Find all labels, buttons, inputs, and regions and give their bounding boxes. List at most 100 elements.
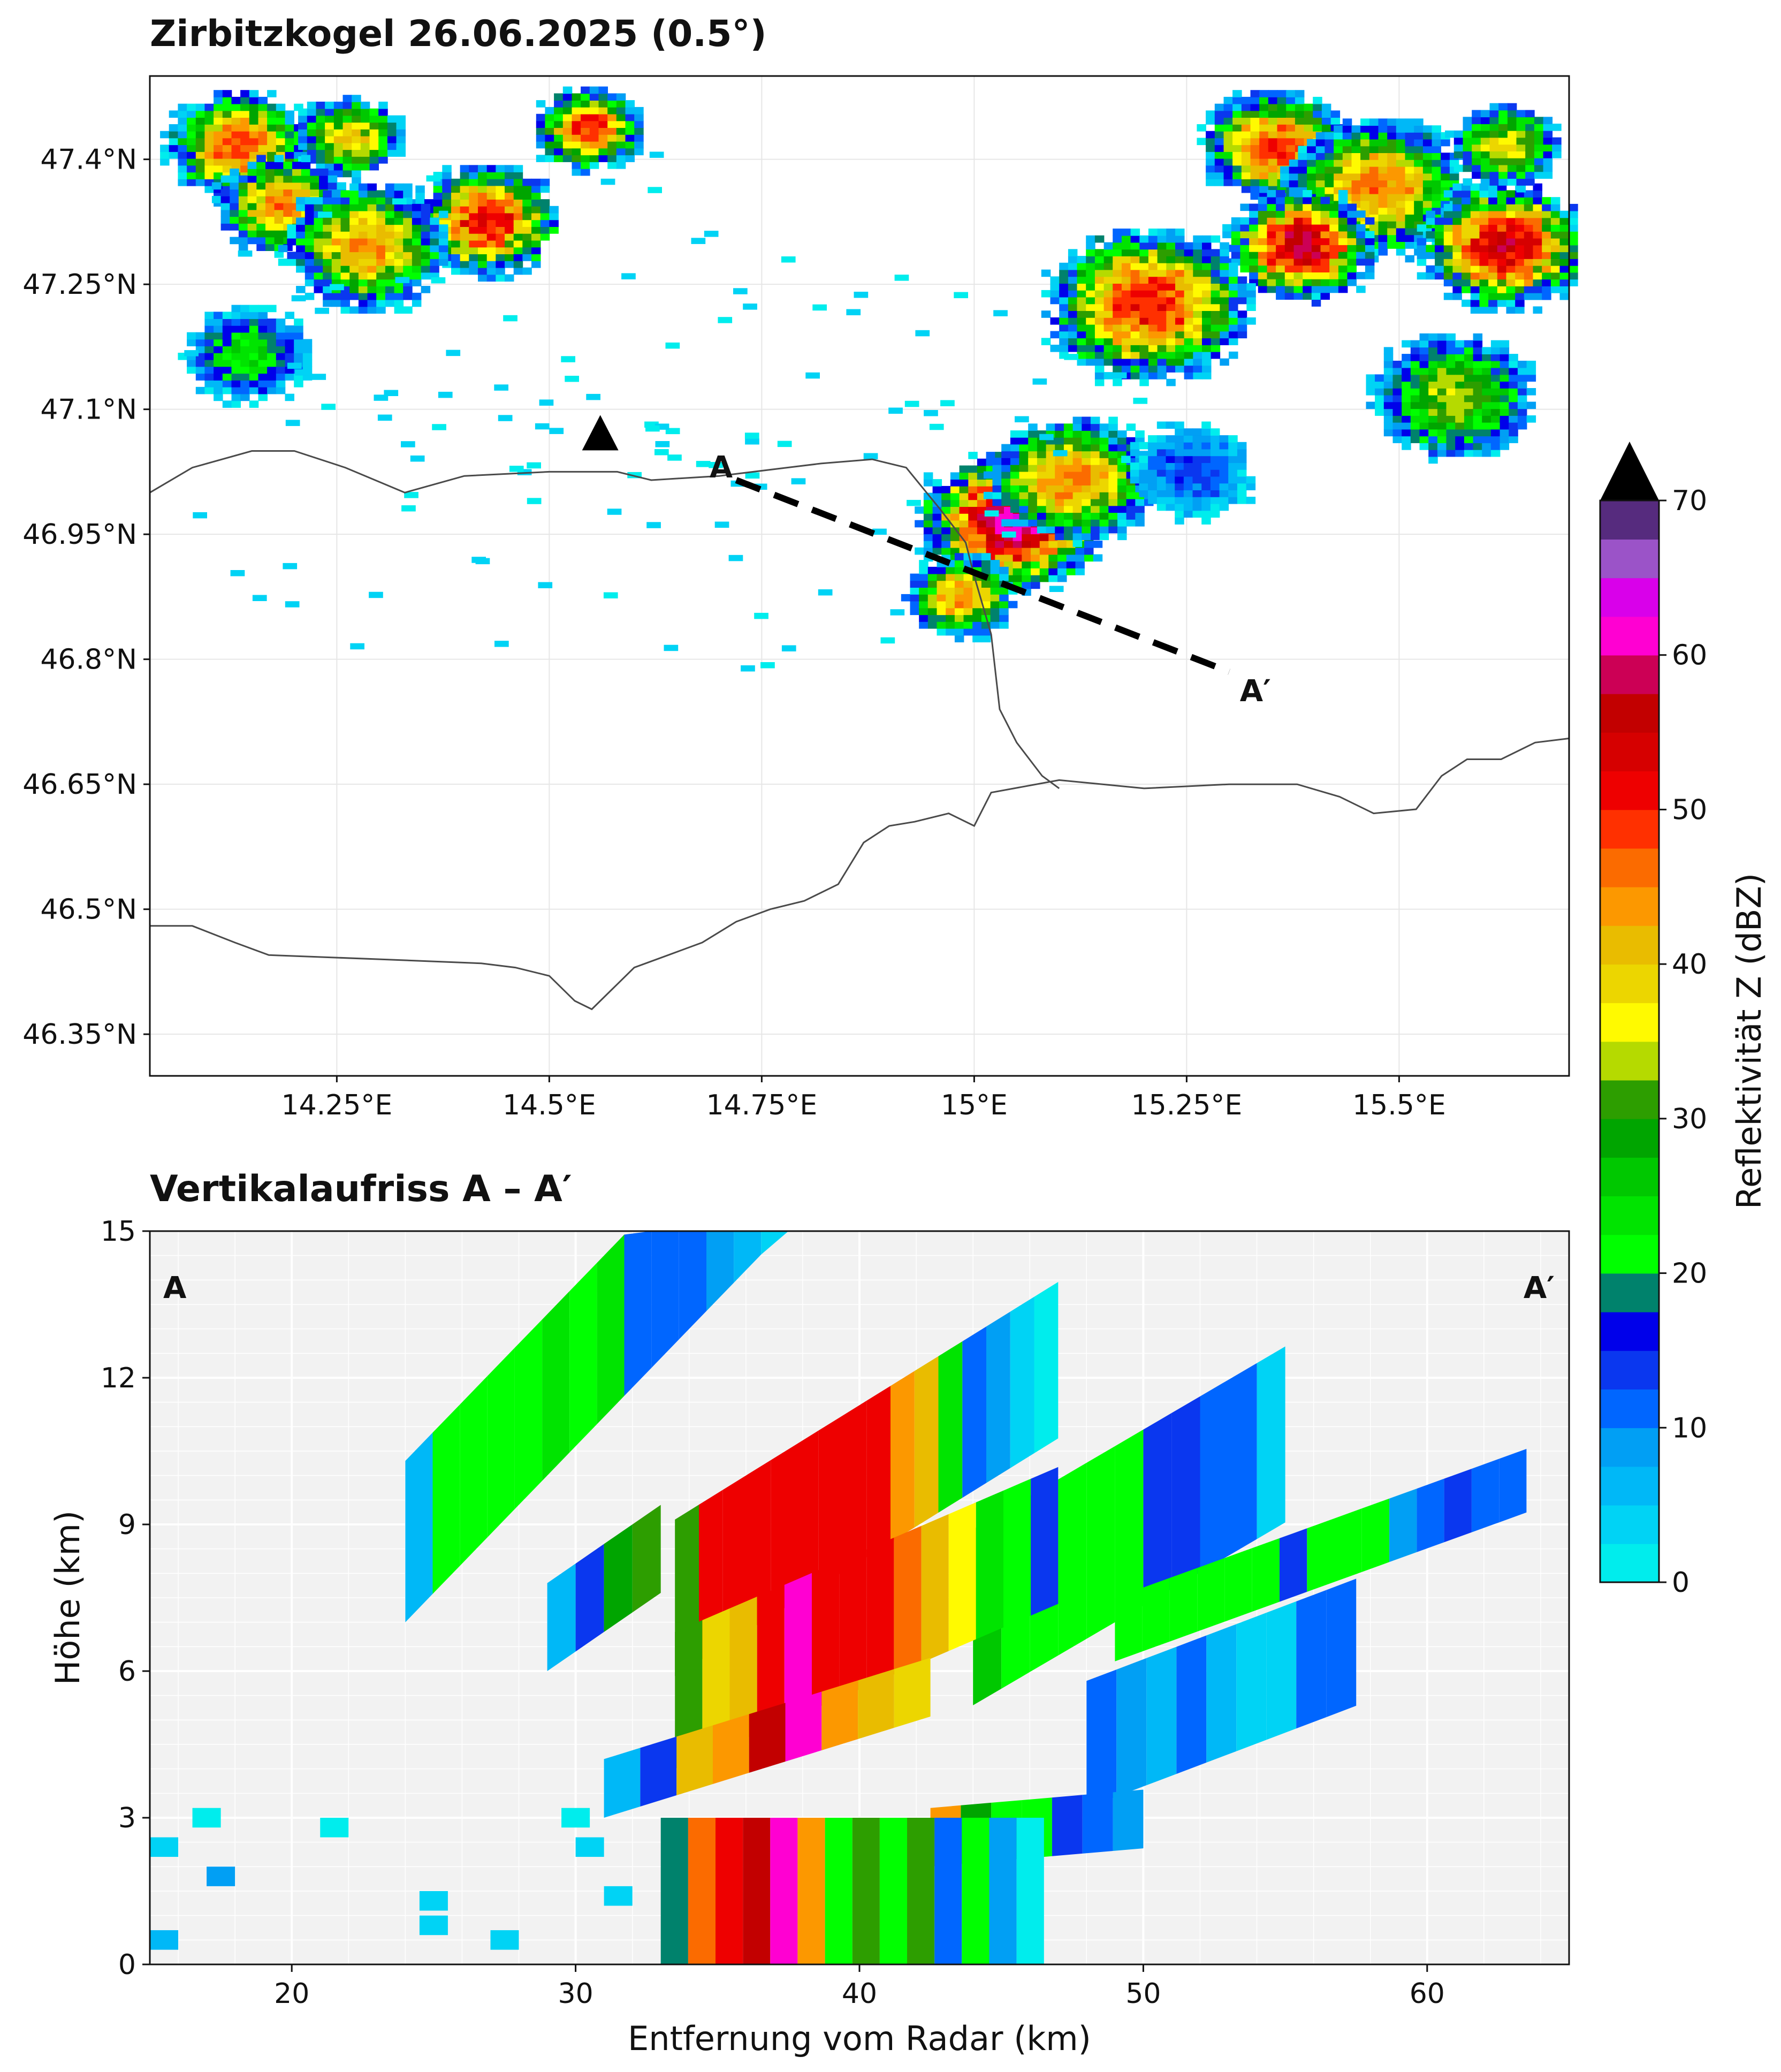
map-pixel	[314, 259, 323, 266]
map-pixel	[1241, 179, 1251, 186]
map-pixel	[1082, 416, 1091, 424]
map-pixel	[1542, 217, 1551, 225]
map-pixel	[1258, 251, 1268, 259]
map-pixel	[1402, 401, 1411, 409]
map-pixel	[1304, 131, 1313, 139]
map-pixel	[265, 168, 275, 176]
map-pixel	[316, 115, 325, 123]
section-cell	[1307, 1518, 1335, 1592]
section-cell	[405, 1432, 433, 1622]
map-pixel	[540, 185, 550, 193]
map-pixel	[1338, 245, 1348, 252]
map-pixel	[1237, 276, 1247, 284]
section-cell	[785, 1691, 822, 1762]
map-pixel	[1446, 374, 1456, 382]
map-pixel	[1202, 262, 1212, 270]
map-pixel	[323, 197, 332, 204]
section-cell	[962, 1326, 986, 1498]
map-pixel	[1183, 503, 1193, 511]
map-pixel	[430, 238, 439, 246]
map-pixel	[331, 245, 341, 253]
map-pixel	[1066, 561, 1076, 568]
map-pixel	[1148, 351, 1158, 359]
map-pixel	[340, 203, 350, 211]
section-cell	[1171, 1396, 1200, 1589]
section-y-tick-label: 3	[118, 1802, 136, 1834]
map-pixel	[1542, 238, 1551, 246]
map-pixel	[1387, 160, 1397, 167]
section-cell	[660, 1818, 688, 1964]
map-pixel	[1356, 231, 1366, 239]
map-pixel	[1113, 235, 1122, 243]
map-clutter-pixel	[410, 456, 425, 462]
map-clutter-pixel	[627, 472, 642, 479]
map-pixel	[240, 165, 250, 173]
map-pixel	[1498, 124, 1508, 131]
map-pixel	[1166, 317, 1176, 325]
map-pixel	[1166, 462, 1175, 470]
map-pixel	[1315, 139, 1326, 147]
map-pixel	[1157, 351, 1167, 359]
map-pixel	[919, 566, 928, 574]
map-pixel	[1010, 519, 1020, 527]
map-pixel	[1214, 103, 1224, 111]
map-pixel	[1259, 185, 1269, 193]
map-pixel	[1334, 146, 1343, 153]
map-pixel	[1121, 456, 1131, 463]
map-pixel	[1462, 224, 1471, 232]
map-pixel	[1303, 203, 1312, 211]
map-pixel	[1229, 262, 1238, 270]
map-pixel	[954, 587, 964, 595]
map-pixel	[1516, 137, 1526, 145]
map-y-tick-labels: 47.4°N47.25°N47.1°N46.95°N46.8°N46.65°N4…	[22, 144, 150, 1051]
map-pixel	[394, 203, 404, 211]
map-pixel	[376, 210, 386, 218]
map-pixel	[1515, 279, 1525, 286]
map-clutter-pixel	[696, 461, 711, 467]
map-pixel	[1022, 574, 1031, 582]
map-pixel	[214, 131, 223, 139]
map-pixel	[1304, 103, 1313, 111]
map-pixel	[954, 608, 964, 616]
map-clutter-pixel	[1049, 586, 1064, 592]
map-pixel	[1268, 131, 1278, 139]
map-pixel	[421, 286, 431, 293]
map-pixel	[1479, 224, 1489, 232]
map-pixel	[1320, 238, 1330, 245]
map-pixel	[394, 183, 404, 191]
map-pixel	[1206, 172, 1215, 179]
map-pixel	[1031, 574, 1040, 582]
map-pixel	[1533, 224, 1542, 232]
map-pixel	[274, 182, 284, 190]
map-pixel	[430, 252, 439, 259]
map-pixel	[1507, 117, 1517, 124]
map-clutter-pixel	[621, 273, 636, 279]
map-pixel	[1249, 217, 1259, 225]
map-pixel	[325, 115, 334, 123]
map-pixel	[256, 175, 266, 183]
map-pixel	[267, 353, 277, 360]
map-pixel	[1219, 462, 1229, 470]
map-pixel	[1077, 283, 1086, 291]
map-pixel	[1046, 444, 1056, 452]
map-pixel	[1059, 345, 1069, 352]
map-pixel	[1303, 238, 1312, 245]
map-pixel	[1156, 442, 1167, 450]
map-pixel	[1315, 187, 1326, 194]
map-pixel	[572, 107, 581, 115]
section-cell	[1052, 1795, 1083, 1856]
map-pixel	[607, 120, 617, 128]
map-pixel	[1157, 358, 1167, 366]
map-pixel	[1068, 303, 1078, 311]
map-pixel	[1268, 117, 1278, 125]
map-pixel	[342, 135, 352, 143]
map-pixel	[1277, 110, 1287, 118]
map-pixel	[1443, 272, 1453, 280]
map-pixel	[376, 259, 386, 266]
map-pixel	[1489, 137, 1499, 145]
map-pixel	[1443, 259, 1453, 266]
map-pixel	[581, 134, 590, 142]
map-pixel	[1237, 449, 1247, 457]
map-pixel	[1369, 118, 1379, 126]
map-pixel	[396, 135, 406, 143]
